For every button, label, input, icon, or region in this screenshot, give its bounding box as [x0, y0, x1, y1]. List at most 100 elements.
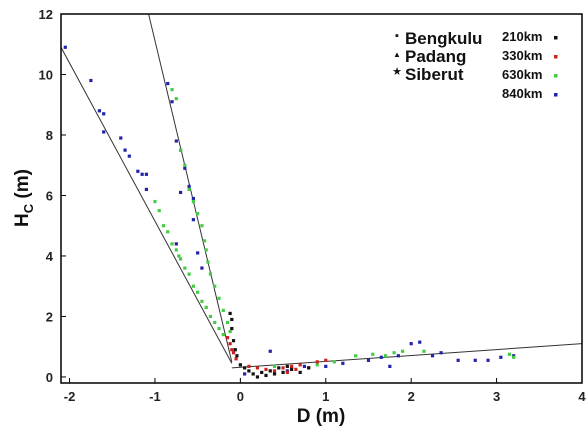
point-330km-15: [324, 358, 328, 362]
legend-distance-swatch-630km: [554, 74, 558, 78]
point-330km-14: [315, 360, 319, 364]
point-330km-12: [298, 363, 302, 367]
point-630km-40: [354, 354, 358, 358]
point-840km-20: [191, 196, 195, 201]
point-840km-14: [170, 100, 174, 104]
point-630km-13: [200, 299, 204, 303]
point-210km-20: [298, 370, 302, 375]
point-630km-24: [191, 199, 195, 204]
point-840km-21: [174, 242, 178, 246]
point-210km-17: [281, 370, 285, 375]
legend-distance-210km: 210km: [502, 29, 542, 44]
x-axis-ticks: -2 -1 0 1 2 3 4: [64, 378, 586, 404]
point-330km-10: [281, 366, 285, 370]
data-points: [63, 45, 516, 379]
point-210km-4: [231, 339, 236, 343]
x-tick-label--1: -1: [149, 389, 161, 404]
x-tick-label-2: 2: [408, 389, 415, 404]
legend-distance-630km: 630km: [502, 67, 542, 82]
legend-distances: 210km 330km 630km 840km: [502, 29, 558, 101]
point-840km-29: [324, 364, 328, 368]
point-630km-14: [204, 305, 208, 309]
point-210km-16: [277, 366, 281, 370]
point-840km-36: [418, 340, 422, 344]
y-tick-label-12: 12: [39, 7, 53, 22]
point-210km-15: [272, 372, 277, 376]
point-630km-10: [187, 272, 191, 276]
point-630km-26: [200, 224, 204, 228]
point-630km-15: [208, 314, 213, 319]
point-840km-9: [136, 169, 140, 173]
point-840km-32: [379, 355, 383, 359]
point-630km-2: [157, 208, 161, 213]
point-840km-12: [144, 187, 149, 192]
point-630km-11: [191, 284, 195, 288]
point-630km-9: [183, 266, 187, 270]
legend-distance-swatch-330km: [554, 55, 558, 59]
point-630km-30: [208, 272, 213, 276]
point-630km-12: [196, 290, 200, 294]
point-330km-8: [264, 367, 268, 371]
point-840km-17: [183, 166, 187, 170]
point-210km-12: [260, 370, 264, 375]
point-630km-17: [217, 326, 221, 331]
point-630km-27: [202, 239, 207, 243]
point-330km-11: [290, 364, 294, 368]
point-630km-19: [170, 88, 174, 92]
point-630km-41: [371, 352, 375, 356]
point-630km-23: [187, 187, 191, 192]
point-630km-39: [332, 360, 336, 364]
legend-distance-840km: 840km: [502, 86, 542, 101]
point-840km-25: [243, 372, 247, 376]
point-330km-6: [247, 364, 251, 368]
point-840km-38: [439, 351, 443, 355]
point-840km-2: [89, 78, 93, 83]
point-330km-7: [255, 366, 260, 370]
point-840km-4: [102, 112, 106, 116]
point-840km-42: [499, 355, 503, 359]
point-840km-41: [486, 358, 490, 362]
legend-marker-padang: ▲: [393, 50, 401, 59]
fit-line-2: [148, 14, 233, 362]
legend-label-siberut: Siberut: [405, 65, 464, 84]
point-840km-10: [140, 172, 144, 176]
point-210km-11: [255, 375, 260, 379]
point-210km-7: [238, 363, 242, 367]
point-630km-20: [174, 97, 178, 101]
point-840km-31: [366, 358, 371, 362]
point-840km-24: [200, 266, 204, 270]
y-axis-ticks: 0 2 4 6 8 10 12: [39, 7, 66, 385]
point-630km-28: [204, 248, 208, 252]
legend-locations: ▪ Bengkulu ▲ Padang★ Siberut: [392, 29, 482, 84]
point-630km-29: [206, 260, 210, 264]
point-630km-36: [272, 364, 277, 368]
point-630km-5: [170, 242, 174, 246]
point-330km-9: [272, 369, 277, 373]
point-630km-21: [178, 148, 183, 152]
legend-marker-siberut: ★: [392, 66, 402, 78]
point-840km-35: [409, 342, 413, 346]
point-630km-38: [315, 363, 319, 367]
point-840km-6: [119, 136, 123, 140]
point-840km-11: [144, 172, 149, 176]
point-630km-6: [174, 248, 178, 252]
fit-line-1: [61, 47, 233, 364]
point-210km-19: [290, 367, 294, 371]
legend-distance-swatch-840km: [554, 93, 558, 97]
point-210km-10: [251, 372, 255, 376]
point-840km-40: [473, 358, 477, 362]
x-axis-label: D (m): [297, 406, 346, 427]
point-630km-43: [392, 351, 396, 355]
x-tick-label-4: 4: [578, 389, 586, 404]
y-tick-label-6: 6: [46, 188, 53, 203]
point-840km-7: [123, 148, 127, 152]
x-tick-label--2: -2: [64, 389, 76, 404]
point-210km-21: [307, 366, 311, 370]
point-330km-5: [234, 357, 238, 361]
point-840km-13: [166, 81, 170, 86]
point-840km-23: [196, 251, 200, 255]
point-630km-31: [213, 284, 217, 288]
point-840km-8: [127, 154, 131, 158]
x-tick-label-3: 3: [493, 389, 500, 404]
